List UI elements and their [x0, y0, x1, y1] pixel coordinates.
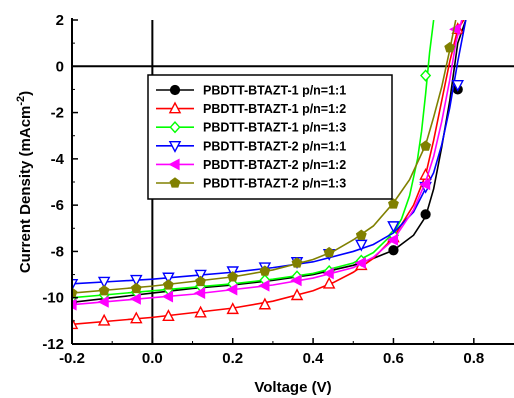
legend-marker	[169, 84, 181, 96]
y-axis-label: Current Density (mAcm-2)	[15, 91, 34, 273]
legend-marker	[169, 121, 181, 134]
series-4-point	[387, 221, 400, 234]
series-4-point	[130, 274, 143, 287]
series-5-point	[354, 257, 366, 269]
legend-entry: PBDTT-BTAZT-2 p/n=1:1	[156, 139, 346, 153]
series-5	[72, 20, 463, 311]
legend-box	[147, 74, 393, 200]
series-2-point	[97, 313, 111, 326]
y-tick-label: 0	[56, 58, 64, 75]
series-6-point	[420, 140, 432, 151]
series-2-point	[258, 297, 272, 310]
legend-entry: PBDTT-BTAZT-2 p/n=1:3	[156, 177, 346, 191]
series-5-point	[161, 290, 174, 303]
series-5-point	[97, 295, 109, 308]
plot-frame	[71, 18, 514, 345]
legend-label: PBDTT-BTAZT-2 p/n=1:3	[203, 177, 346, 191]
legend-entry: PBDTT-BTAZT-2 p/n=1:2	[156, 158, 346, 172]
legend-marker	[168, 158, 180, 171]
series-4-point	[194, 269, 207, 282]
x-tick-label: 0.0	[142, 350, 163, 367]
series-2-point	[322, 276, 336, 289]
y-tick-label: -2	[51, 105, 64, 122]
series-layer	[72, 20, 467, 330]
series-5-point	[72, 298, 77, 311]
series-5-point	[129, 292, 141, 305]
series-5-point	[322, 267, 334, 280]
series-4-point	[451, 79, 465, 92]
series-5-point	[193, 287, 206, 300]
series-4-point	[162, 272, 175, 285]
y-axis-label-superscript: -2	[15, 96, 27, 106]
series-6-point	[355, 229, 367, 240]
series-5-point	[290, 274, 302, 287]
x-tick-label: 0.8	[463, 350, 484, 367]
series-6-point	[162, 279, 174, 290]
y-tick-label: 2	[56, 12, 64, 29]
series-5-point	[418, 178, 431, 191]
legend-marker	[168, 101, 182, 114]
y-tick-label: -10	[42, 290, 64, 307]
x-tick-label: -0.2	[59, 350, 85, 367]
legend-label: PBDTT-BTAZT-1 p/n=1:1	[203, 84, 346, 98]
series-5-line	[72, 20, 463, 306]
legend-marker	[169, 177, 181, 188]
series-2-point	[290, 288, 304, 301]
series-4-point	[355, 239, 368, 252]
legend: PBDTT-BTAZT-1 p/n=1:1 PBDTT-BTAZT-1 p/n=1…	[147, 74, 393, 200]
series-3-point	[420, 69, 432, 82]
y-tick-label: -12	[42, 336, 64, 353]
legend-entry: PBDTT-BTAZT-1 p/n=1:1	[156, 84, 346, 98]
series-6-point	[195, 275, 207, 287]
series-6-point	[130, 282, 142, 294]
x-tick-label: 0.4	[303, 350, 325, 367]
axis-ticks: -0.2 0.0 0.2 0.4 0.6 0.8 -12 -10 -8 -6 -4 -2 0 2	[42, 12, 484, 367]
x-tick-label: 0.2	[222, 350, 243, 367]
series-6-point	[444, 42, 456, 53]
series-6	[72, 20, 457, 298]
series-4-line	[72, 20, 467, 285]
series-4-point	[97, 276, 111, 289]
series-5-point	[258, 279, 270, 292]
legend-marker	[168, 140, 182, 153]
series-2-point	[72, 317, 79, 330]
y-axis-label-main: Current Density (mAcm	[17, 106, 34, 274]
series-1-point	[388, 245, 399, 256]
legend-label: PBDTT-BTAZT-1 p/n=1:3	[203, 121, 346, 135]
legend-label: PBDTT-BTAZT-2 p/n=1:1	[203, 139, 346, 153]
series-6-point	[259, 265, 271, 276]
series-6-point	[72, 287, 78, 298]
series-6-point	[98, 285, 110, 296]
legend-entry: PBDTT-BTAZT-1 p/n=1:2	[156, 101, 346, 116]
series-6-point	[227, 271, 239, 282]
series-6-point	[323, 246, 335, 258]
series-2-point	[194, 305, 207, 318]
legend-label: PBDTT-BTAZT-1 p/n=1:2	[203, 102, 346, 116]
series-4-point	[72, 279, 79, 291]
series-6-point	[291, 257, 303, 268]
legend-label: PBDTT-BTAZT-2 p/n=1:2	[203, 158, 346, 172]
series-6-point	[388, 198, 399, 209]
series-3-line	[72, 20, 435, 299]
y-tick-label: -6	[51, 197, 64, 214]
legend-entry: PBDTT-BTAZT-1 p/n=1:3	[156, 121, 346, 135]
series-2-point	[226, 302, 239, 315]
x-axis-label: Voltage (V)	[254, 379, 331, 396]
series-2-point	[162, 309, 175, 322]
series-5-point	[386, 233, 399, 246]
series-6-line	[72, 20, 457, 294]
y-tick-label: -8	[51, 243, 64, 260]
y-tick-label: -4	[51, 151, 65, 168]
series-2-point	[130, 311, 143, 324]
series-1-point	[420, 209, 431, 220]
x-tick-label: 0.6	[383, 350, 404, 367]
y-axis-label-tail: )	[17, 91, 34, 96]
series-5-point	[226, 283, 238, 296]
